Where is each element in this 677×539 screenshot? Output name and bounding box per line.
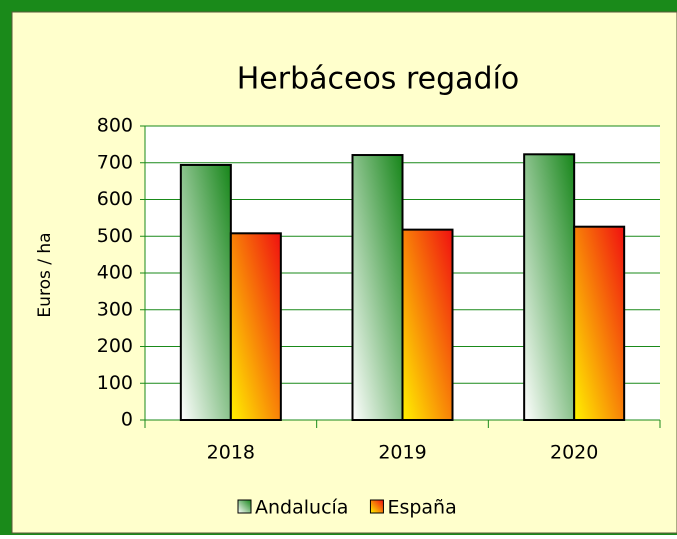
x-tick-label: 2018 xyxy=(207,442,255,464)
legend-swatch xyxy=(369,499,384,514)
y-tick-label: 800 xyxy=(97,115,133,137)
legend-label: Andalucía xyxy=(255,497,348,519)
bar xyxy=(401,228,454,421)
bar xyxy=(351,154,404,421)
y-tick-label: 500 xyxy=(97,225,133,247)
bar xyxy=(573,225,626,421)
y-tick-label: 400 xyxy=(97,262,133,284)
bar xyxy=(229,232,282,421)
x-tick-label: 2020 xyxy=(550,442,598,464)
y-tick-label: 300 xyxy=(97,298,133,320)
legend-swatch xyxy=(237,499,252,514)
y-tick-label: 700 xyxy=(97,151,133,173)
x-tick-label: 2019 xyxy=(378,442,426,464)
y-tick-label: 0 xyxy=(121,409,133,431)
y-tick-label: 200 xyxy=(97,335,133,357)
legend-label: España xyxy=(387,497,456,519)
bar xyxy=(179,163,232,421)
chart-title: Herbáceos regadío xyxy=(237,62,520,97)
y-axis-label: Euros / ha xyxy=(35,232,55,317)
y-tick-label: 600 xyxy=(97,188,133,210)
bar xyxy=(523,153,576,422)
y-tick-label: 100 xyxy=(97,372,133,394)
